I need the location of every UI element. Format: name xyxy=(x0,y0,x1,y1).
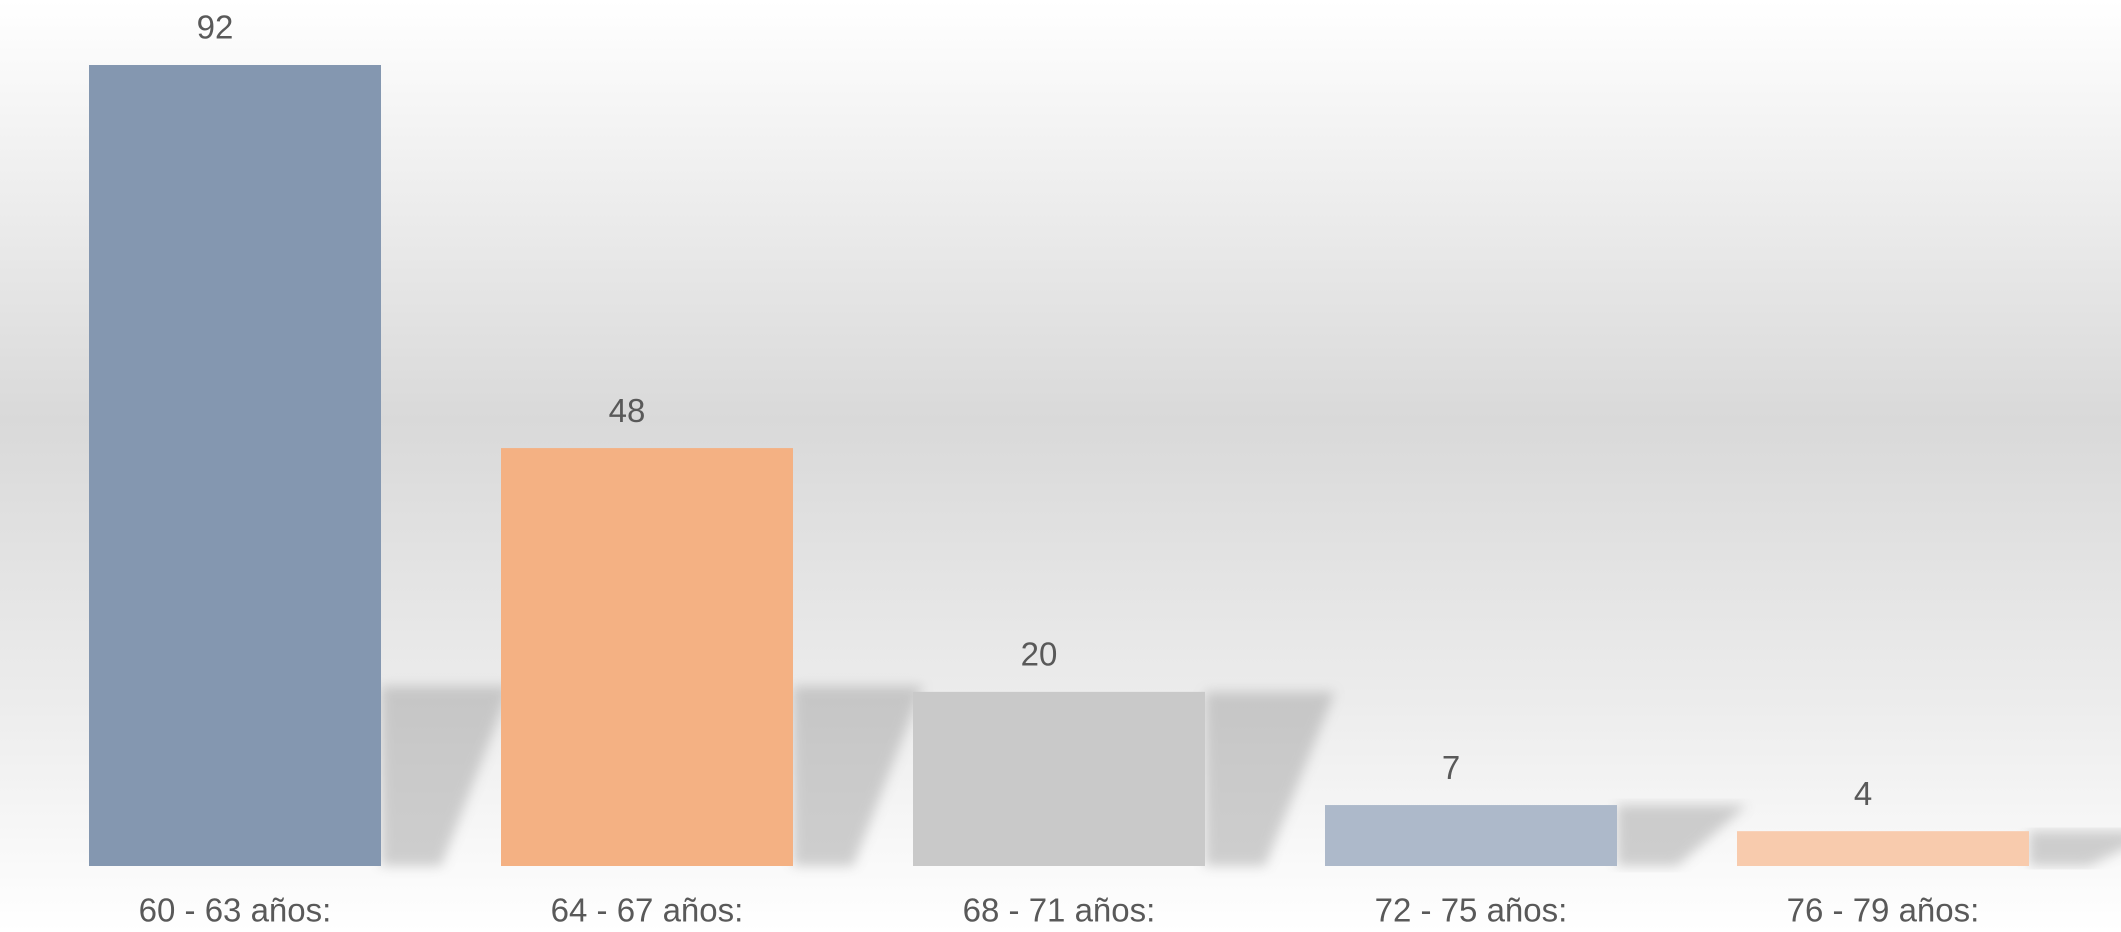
x-tick-label: 64 - 67 años: xyxy=(551,892,744,929)
bar-shadow xyxy=(1617,805,1747,866)
bar xyxy=(501,448,793,866)
x-tick-label: 68 - 71 años: xyxy=(963,892,1156,929)
bar xyxy=(913,691,1205,866)
value-label: 48 xyxy=(609,392,646,429)
bar xyxy=(89,65,381,866)
bar-shadow xyxy=(2029,831,2121,866)
x-tick-label: 72 - 75 años: xyxy=(1375,892,1568,929)
x-tick-label: 76 - 79 años: xyxy=(1787,892,1980,929)
bar-shadow xyxy=(381,686,511,866)
bar-shadow xyxy=(1205,691,1335,866)
x-tick-label: 60 - 63 años: xyxy=(139,892,332,929)
value-label: 7 xyxy=(1442,749,1460,786)
bar-shadow xyxy=(793,686,923,866)
value-label: 4 xyxy=(1854,775,1872,812)
value-label: 20 xyxy=(1021,636,1058,673)
bar xyxy=(1737,831,2029,866)
bar xyxy=(1325,805,1617,866)
value-label: 92 xyxy=(197,9,234,46)
